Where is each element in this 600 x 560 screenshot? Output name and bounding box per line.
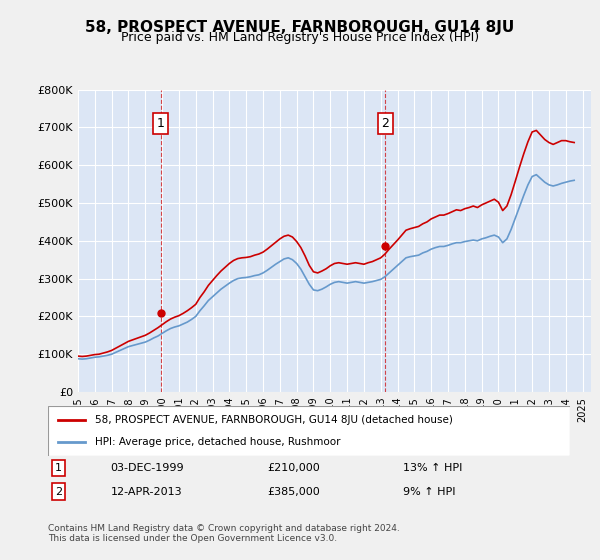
FancyBboxPatch shape bbox=[48, 406, 570, 456]
Text: 58, PROSPECT AVENUE, FARNBOROUGH, GU14 8JU (detached house): 58, PROSPECT AVENUE, FARNBOROUGH, GU14 8… bbox=[95, 415, 453, 425]
Text: HPI: Average price, detached house, Rushmoor: HPI: Average price, detached house, Rush… bbox=[95, 437, 340, 447]
Text: 2: 2 bbox=[55, 487, 62, 497]
Text: 13% ↑ HPI: 13% ↑ HPI bbox=[403, 463, 463, 473]
Text: £210,000: £210,000 bbox=[267, 463, 320, 473]
Text: 58, PROSPECT AVENUE, FARNBOROUGH, GU14 8JU: 58, PROSPECT AVENUE, FARNBOROUGH, GU14 8… bbox=[85, 20, 515, 35]
Text: Price paid vs. HM Land Registry's House Price Index (HPI): Price paid vs. HM Land Registry's House … bbox=[121, 31, 479, 44]
Text: 1: 1 bbox=[55, 463, 62, 473]
Text: 1: 1 bbox=[157, 117, 164, 130]
Text: 03-DEC-1999: 03-DEC-1999 bbox=[110, 463, 184, 473]
Text: 2: 2 bbox=[382, 117, 389, 130]
Text: 9% ↑ HPI: 9% ↑ HPI bbox=[403, 487, 455, 497]
Text: £385,000: £385,000 bbox=[267, 487, 320, 497]
Text: 12-APR-2013: 12-APR-2013 bbox=[110, 487, 182, 497]
Text: Contains HM Land Registry data © Crown copyright and database right 2024.
This d: Contains HM Land Registry data © Crown c… bbox=[48, 524, 400, 543]
